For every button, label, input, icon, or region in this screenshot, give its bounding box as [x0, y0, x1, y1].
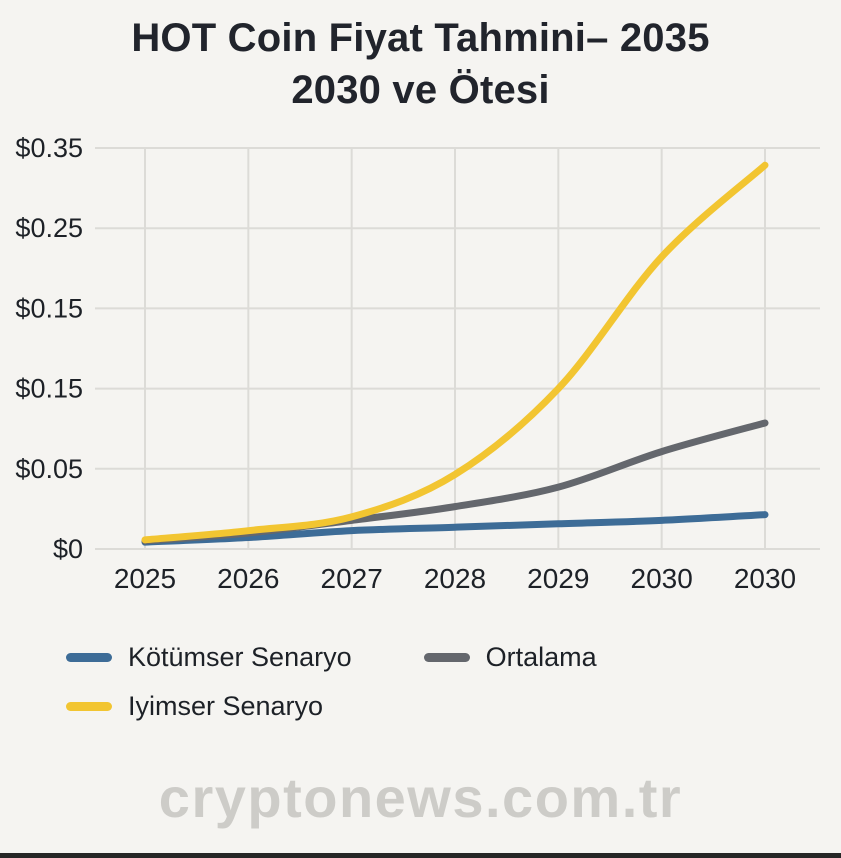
chart-legend: Kötümser Senaryo Ortalama Iyimser Senaryo: [66, 642, 646, 722]
series-line-2: [141, 161, 769, 544]
page-title-line1: HOT Coin Fiyat Tahmini– 2035: [131, 16, 710, 60]
legend-item-0: Kötümser Senaryo: [66, 642, 352, 673]
y-tick-label: $0.15: [15, 293, 83, 323]
gridlines: [95, 147, 820, 550]
legend-swatch-icon: [66, 653, 112, 662]
y-axis-labels: $0 $0.05 $0.15 $0.15 $0.25 $0.35: [15, 133, 83, 564]
legend-label: Ortalama: [485, 642, 597, 672]
x-axis-labels: 2025 2026 2027 2028 2029 2030 2030: [114, 563, 796, 594]
legend-label: Kötümser Senaryo: [128, 642, 352, 672]
y-tick-label: $0.15: [15, 374, 83, 404]
page-title-line2: 2030 ve Ötesi: [291, 68, 550, 112]
bottom-edge-strip: [0, 853, 841, 858]
legend-label: Iyimser Senaryo: [128, 691, 324, 721]
legend-item-1: Ortalama: [423, 642, 597, 673]
legend-swatch-icon: [66, 702, 112, 711]
x-tick-label: 2030: [631, 563, 693, 594]
series-line-0: [141, 511, 769, 546]
x-tick-label: 2027: [321, 563, 383, 594]
x-tick-label: 2028: [424, 563, 486, 594]
x-tick-label: 2025: [114, 563, 176, 594]
legend-item-2: Iyimser Senaryo: [66, 691, 323, 722]
x-tick-label: 2029: [527, 563, 589, 594]
y-tick-label: $0.35: [15, 133, 83, 163]
y-tick-label: $0.25: [15, 213, 83, 243]
legend-swatch-icon: [423, 653, 470, 662]
watermark-text: cryptonews.com.tr: [158, 766, 683, 829]
y-tick-label: $0: [53, 534, 83, 564]
x-tick-label: 2026: [217, 563, 279, 594]
x-tick-label: 2030: [734, 563, 796, 594]
y-tick-label: $0.05: [15, 454, 83, 484]
page-title: HOT Coin Fiyat Tahmini– 2035 2030 ve Öte…: [0, 0, 841, 116]
